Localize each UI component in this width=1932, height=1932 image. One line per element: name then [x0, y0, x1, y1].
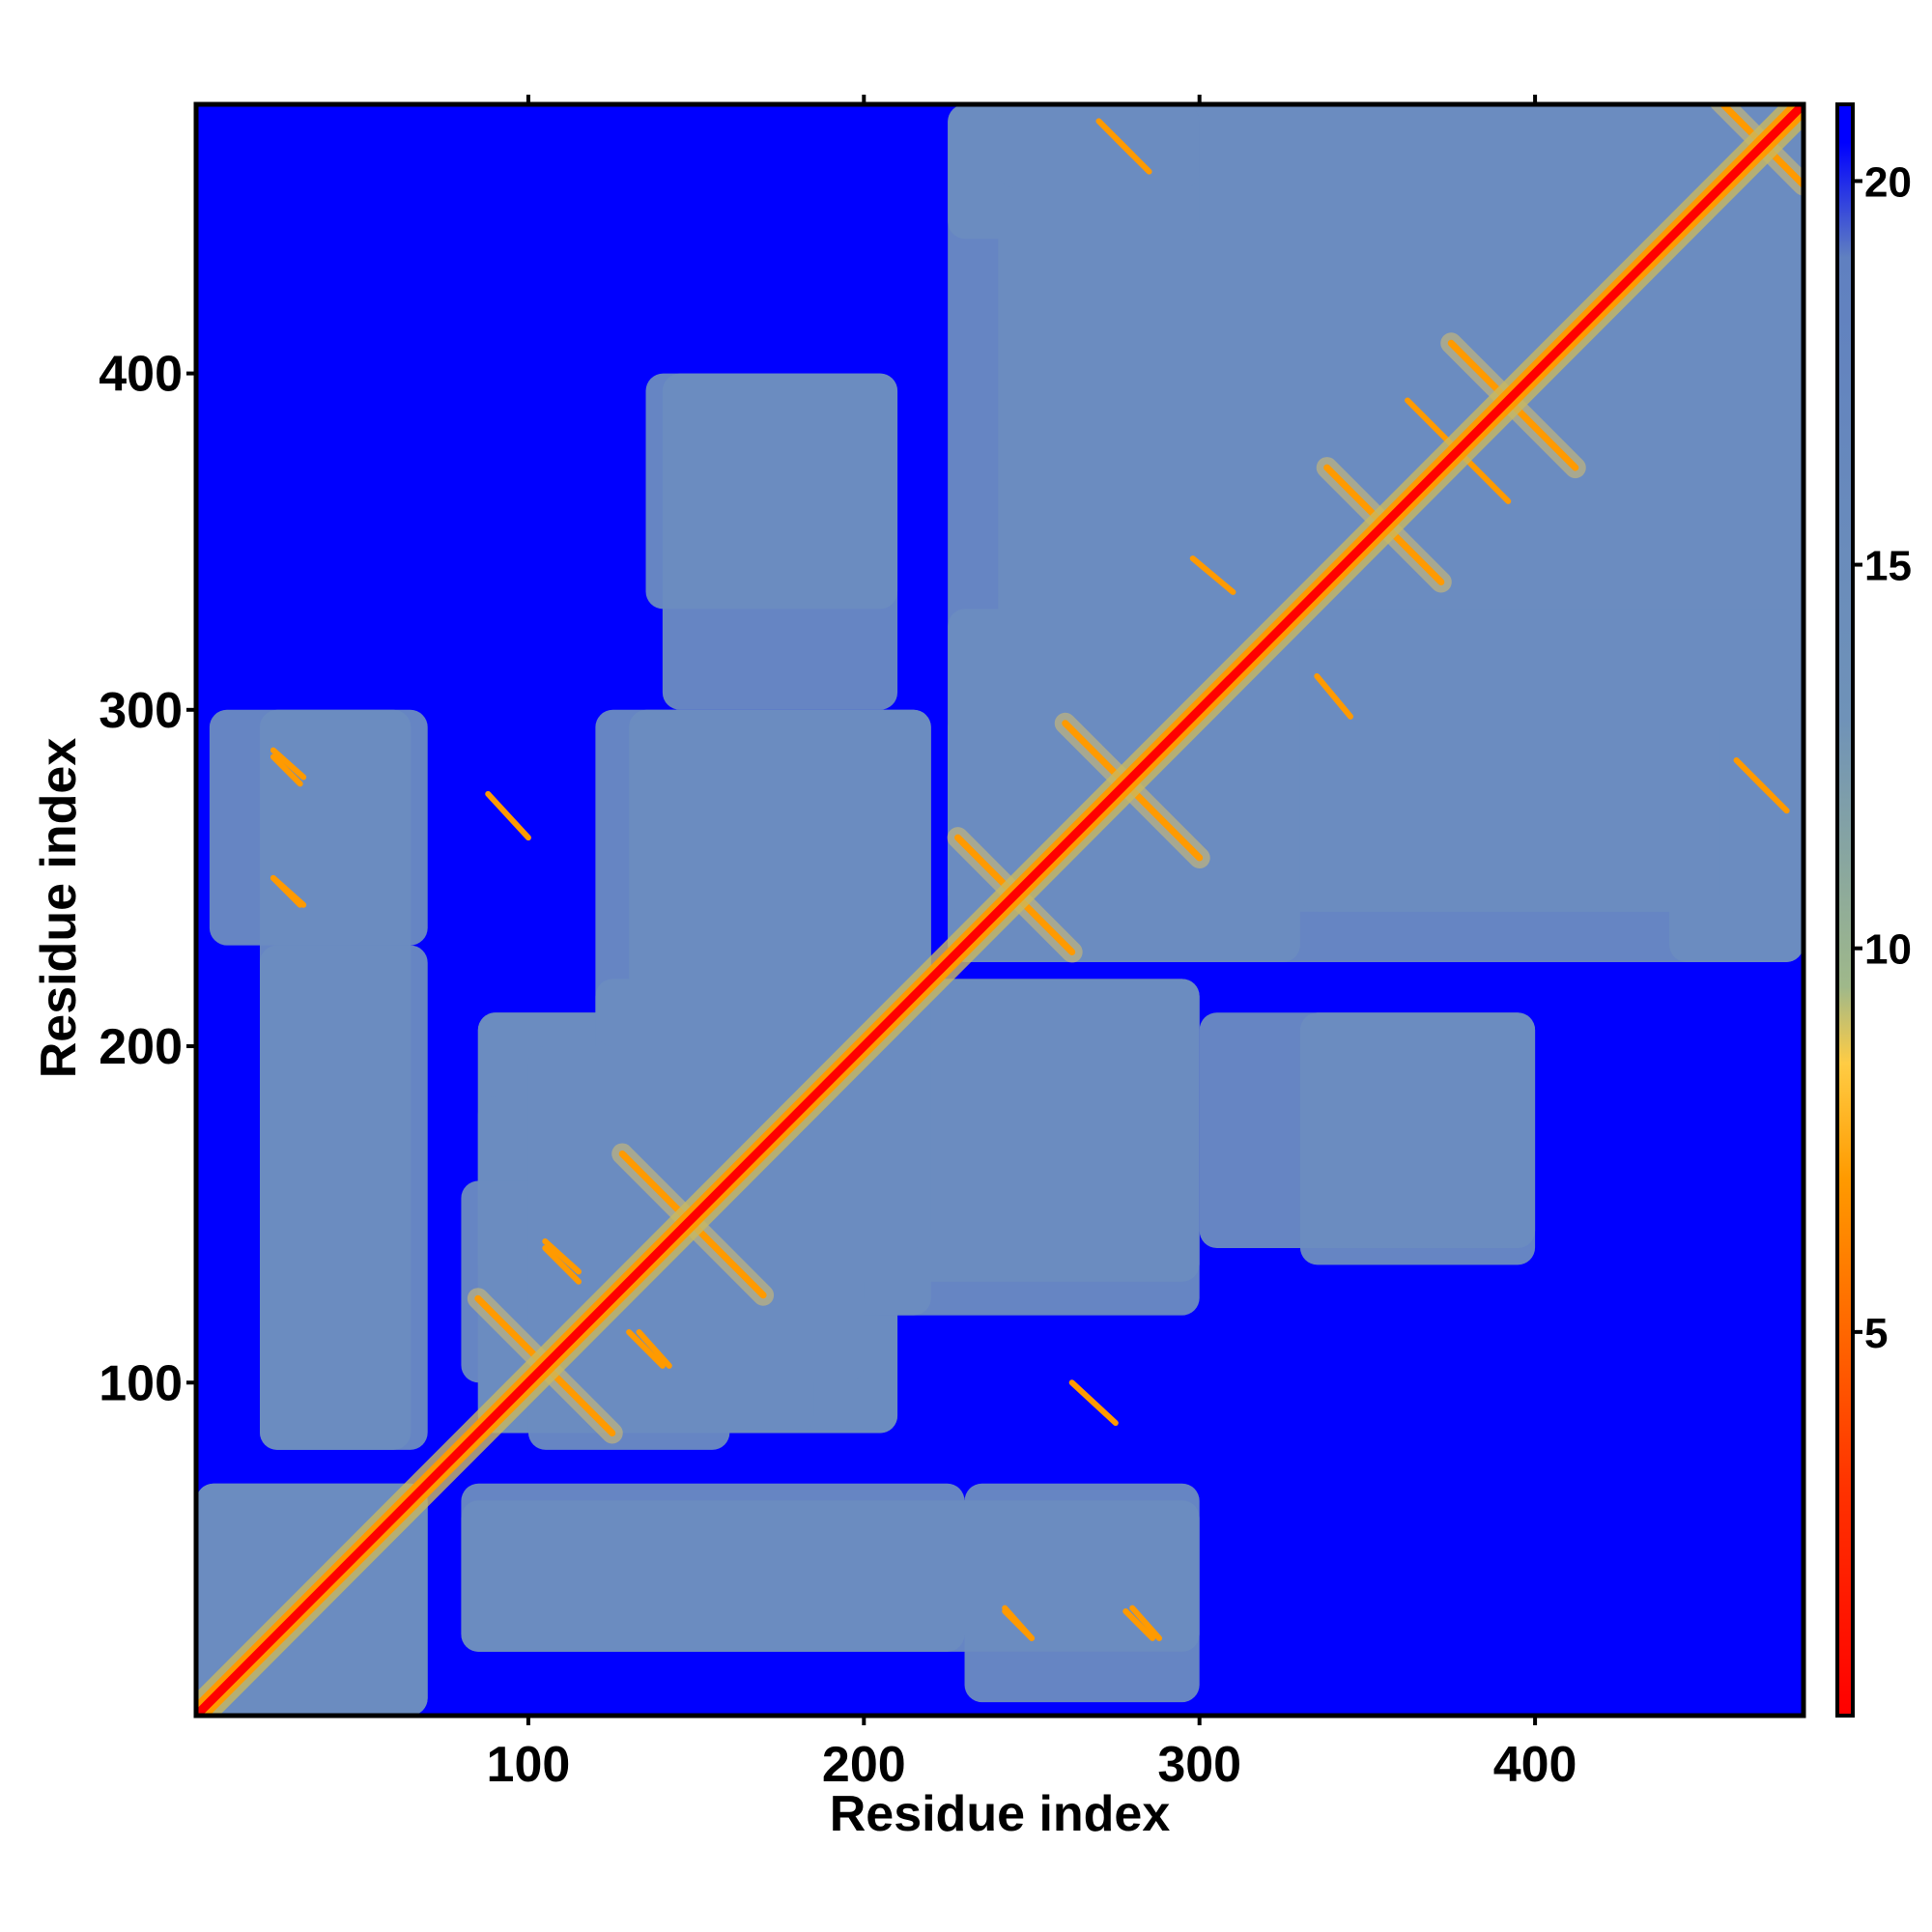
contact-strand-4-mirror — [626, 1329, 666, 1369]
colorbar-fill — [1837, 104, 1853, 1716]
contact-strand-7-mirror — [1189, 555, 1236, 595]
y-tick-label-300: 300 — [99, 683, 183, 739]
contact-strand-6-mirror — [485, 790, 531, 841]
contact-strand-6 — [1068, 1379, 1119, 1427]
colorbar-ticks: 5 10 15 20 — [1853, 158, 1912, 1357]
x-tick-label-100: 100 — [487, 1737, 571, 1793]
contact-region-11 — [461, 1500, 1200, 1652]
x-tick-label-200: 200 — [822, 1737, 906, 1793]
x-axis-title: Residue index — [830, 1786, 1171, 1842]
contact-region-18-mirror — [998, 104, 1200, 189]
y-axis-title: Residue index — [31, 738, 87, 1079]
contact-strand-0-mirror — [1129, 1605, 1163, 1641]
x-tick-label-400: 400 — [1493, 1737, 1577, 1793]
colorbar-tick-label-15: 15 — [1864, 543, 1912, 590]
colorbar-tick-label-5: 5 — [1864, 1310, 1888, 1357]
y-tick-label-200: 200 — [99, 1019, 183, 1075]
contact-region-16 — [645, 373, 898, 610]
contact-strand-4 — [542, 1244, 582, 1285]
contact-lines — [196, 104, 1804, 1716]
colorbar-tick-label-10: 10 — [1864, 926, 1912, 974]
contact-strand-3-mirror — [270, 753, 303, 787]
contact-strand-10 — [1095, 118, 1136, 158]
colorbar-tick-label-20: 20 — [1864, 158, 1912, 206]
contact-strand-7 — [1314, 672, 1354, 720]
contact-strand-5 — [636, 1329, 672, 1369]
contact-strand-0 — [270, 747, 307, 781]
x-axis: 100 200 300 400 — [487, 95, 1577, 1793]
contact-strand-2-mirror — [270, 874, 303, 908]
diagonal-line — [196, 104, 1804, 1716]
contact-strand-10-mirror — [1749, 774, 1790, 814]
x-tick-label-300: 300 — [1157, 1737, 1241, 1793]
contact-strand-2 — [1002, 1608, 1036, 1641]
contact-region-14-mirror — [629, 709, 931, 1248]
colorbar-frame — [1835, 102, 1855, 1718]
y-tick-label-100: 100 — [99, 1355, 183, 1411]
contact-region-11-mirror — [260, 709, 412, 1450]
heatmap-plot-area — [193, 101, 1806, 1719]
contact-region-16-mirror — [1299, 1012, 1536, 1265]
plot-frame — [193, 101, 1806, 1719]
contact-strand-3 — [1122, 1608, 1156, 1641]
contact-region-18 — [1719, 709, 1804, 912]
contact-strand-5-mirror — [542, 1238, 582, 1275]
y-tick-label-400: 400 — [99, 347, 183, 403]
colorbar: 5 10 15 20 — [1835, 102, 1912, 1718]
y-axis: 100 200 300 400 — [99, 347, 196, 1411]
